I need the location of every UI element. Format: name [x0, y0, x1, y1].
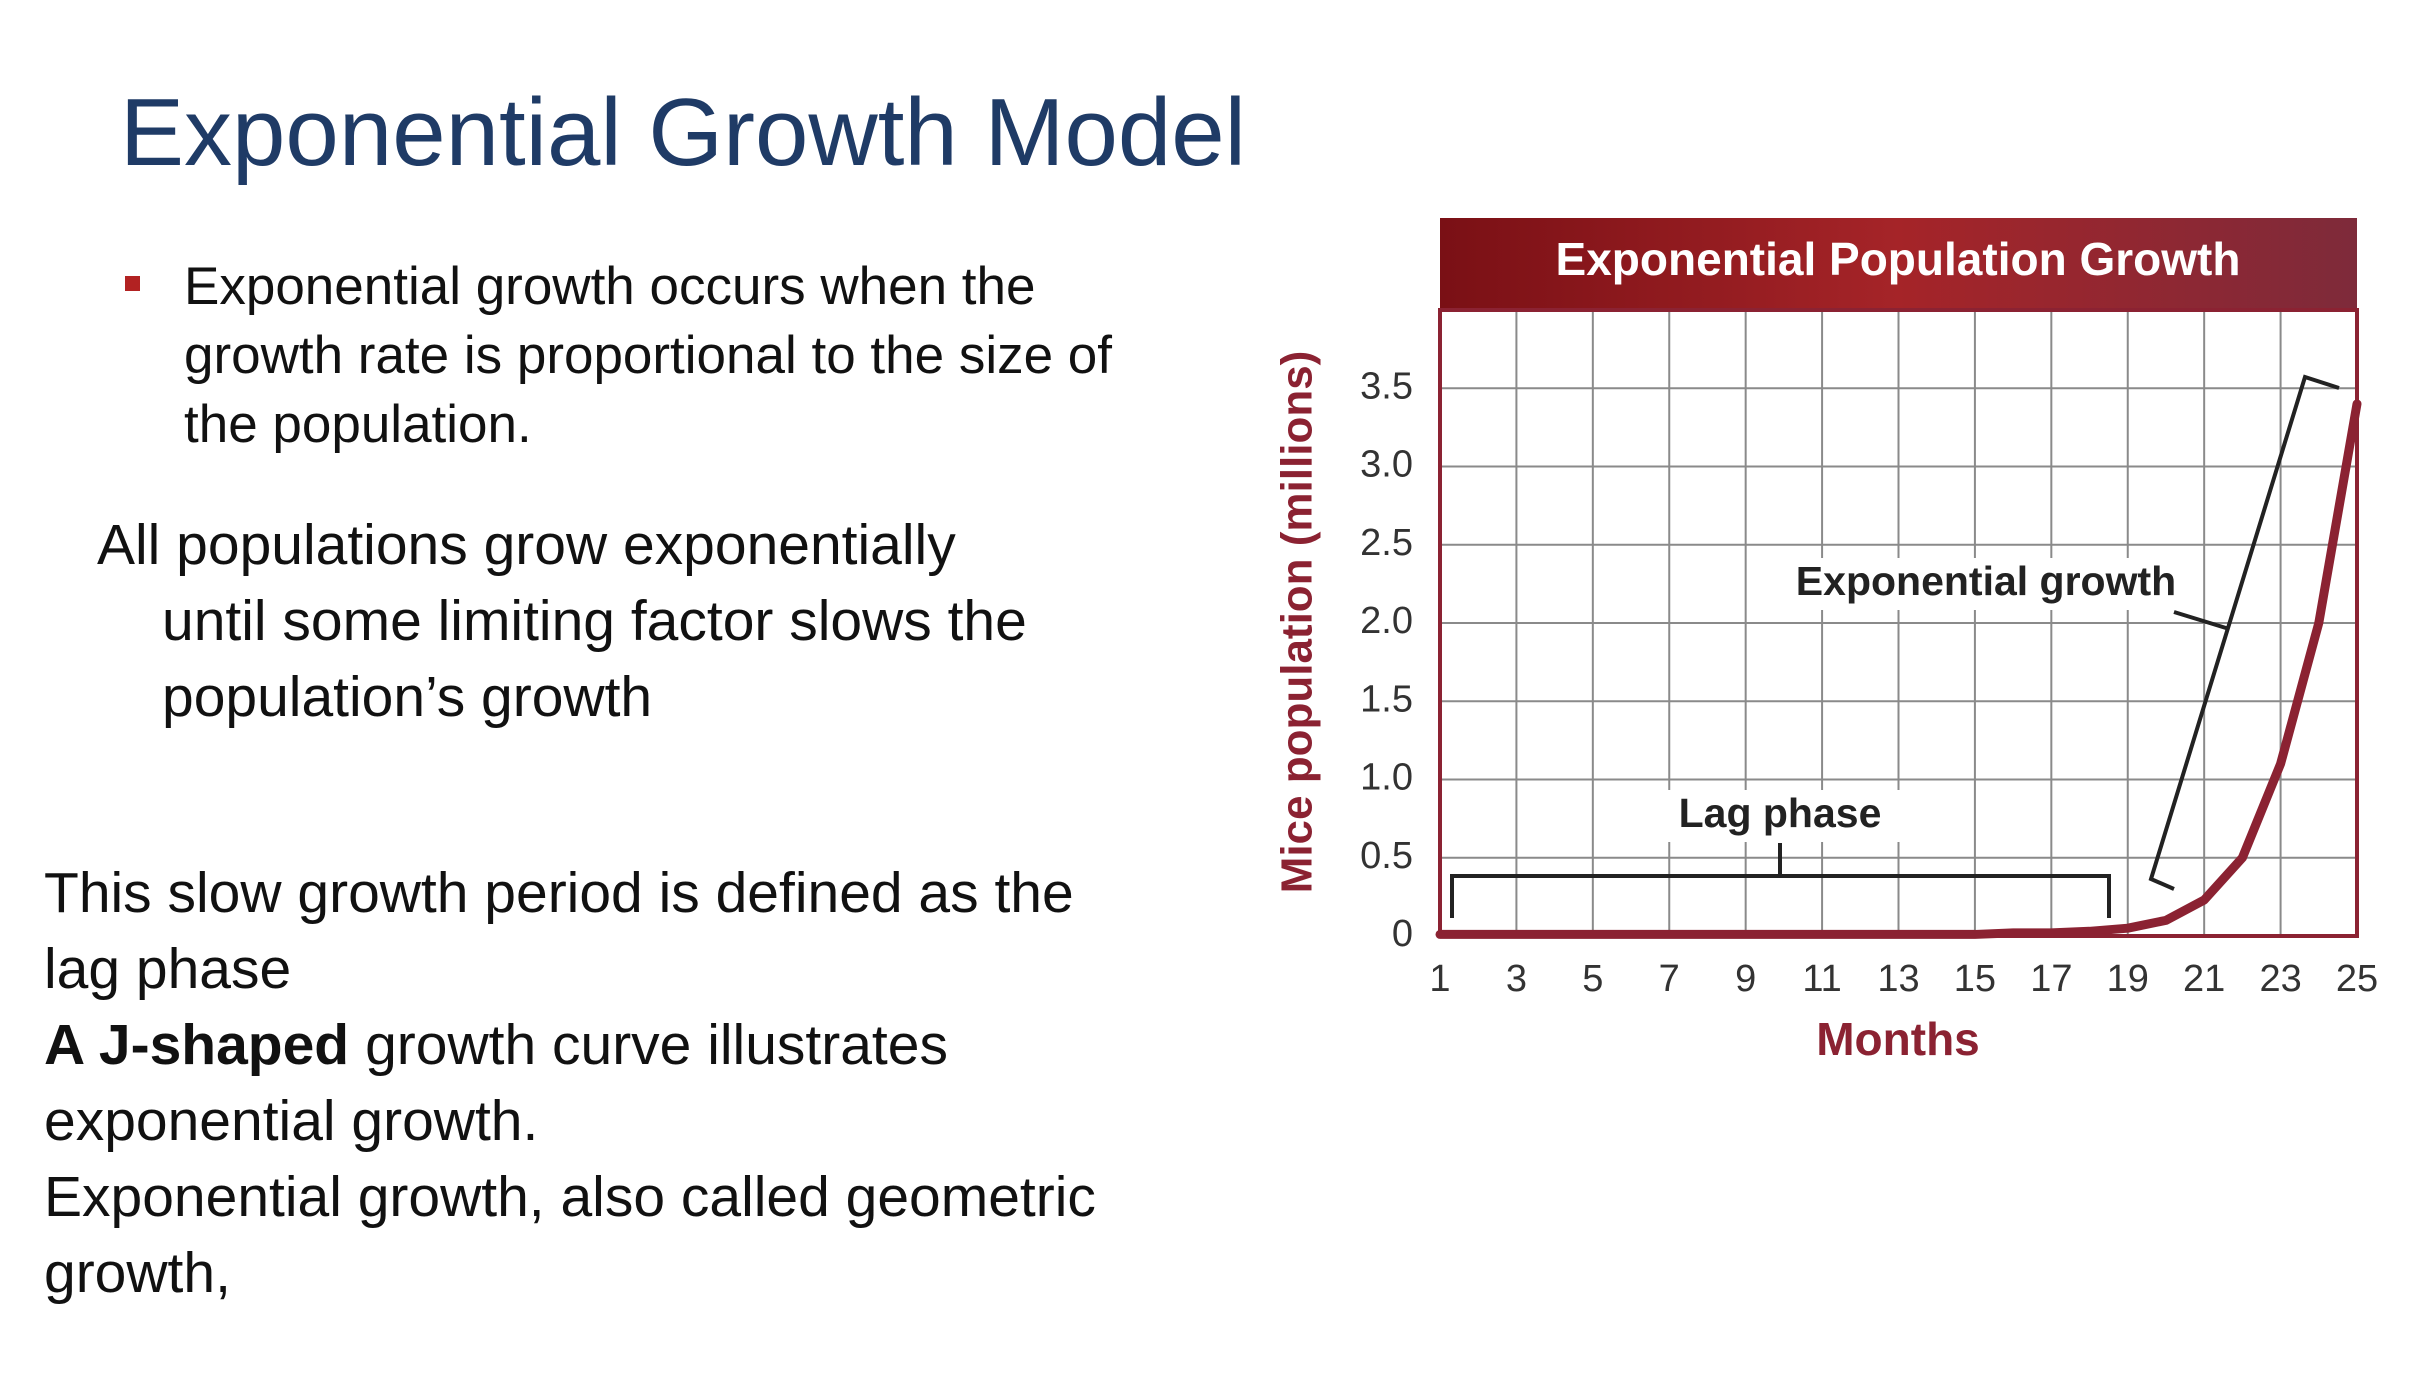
bullet-line: Exponential growth occurs when the	[184, 257, 1036, 316]
text-line: population’s growth	[162, 665, 653, 729]
bullet-line: the population.	[184, 395, 532, 454]
annotation: Exponential growth	[1796, 558, 2176, 604]
x-tick-label: 25	[2336, 958, 2378, 1000]
y-tick-label: 3.5	[1360, 365, 1413, 407]
bullet-marker	[125, 276, 140, 291]
y-tick-label: 0	[1392, 913, 1413, 955]
text-line: Exponential growth, also called geometri…	[44, 1165, 1096, 1229]
bold-text: A J-shaped	[44, 1013, 350, 1077]
slide-title: Exponential Growth Model	[120, 79, 1246, 186]
growth-curve	[1435, 399, 2362, 939]
text-line: until some limiting factor slows the	[162, 589, 1027, 653]
text-line: A J-shaped growth curve illustrates	[44, 1012, 948, 1078]
x-tick-label: 13	[1877, 958, 1919, 1000]
y-tick-label: 1.5	[1360, 678, 1413, 720]
chart-header	[1440, 218, 2357, 310]
y-tick-label: 1.0	[1360, 757, 1413, 799]
x-tick-label: 23	[2259, 958, 2301, 1000]
y-tick-label: 3.0	[1360, 444, 1413, 486]
y-tick-label: 2.0	[1360, 600, 1413, 642]
label-backdrop	[1776, 558, 2196, 610]
x-tick-label: 3	[1506, 958, 1527, 1000]
y-tick-label: 0.5	[1360, 835, 1413, 877]
x-axis-label: Months	[1816, 1013, 1980, 1065]
x-tick-label: 21	[2183, 958, 2225, 1000]
x-tick-label: 19	[2107, 958, 2149, 1000]
text-line: exponential growth.	[44, 1089, 539, 1153]
x-tick-label: 1	[1429, 958, 1450, 1000]
text-line: growth,	[44, 1241, 231, 1305]
lag-bracket	[1450, 843, 2111, 918]
x-tick-label: 7	[1659, 958, 1680, 1000]
x-tick-label: 17	[2030, 958, 2072, 1000]
label-backdrop	[1660, 790, 1900, 842]
y-tick-label: 2.5	[1360, 522, 1413, 564]
x-tick-label: 11	[1802, 958, 1841, 1000]
text-line: lag phase	[44, 937, 292, 1001]
y-axis-label: Mice population (millions)	[1273, 351, 1322, 894]
exp-bracket	[2148, 374, 2340, 891]
text: growth curve illustrates	[365, 1013, 948, 1077]
bracket	[1450, 843, 2111, 918]
chart-title: Exponential Population Growth	[1556, 233, 2241, 285]
text-line: This slow growth period is defined as th…	[44, 861, 1074, 925]
x-tick-label: 5	[1582, 958, 1603, 1000]
text-line: All populations grow exponentially	[97, 513, 956, 577]
x-tick-label: 9	[1735, 958, 1756, 1000]
x-tick-label: 15	[1954, 958, 1996, 1000]
bullet-line: growth rate is proportional to the size …	[184, 326, 1112, 385]
bracket	[2148, 374, 2340, 891]
annotation: Lag phase	[1679, 790, 1882, 836]
